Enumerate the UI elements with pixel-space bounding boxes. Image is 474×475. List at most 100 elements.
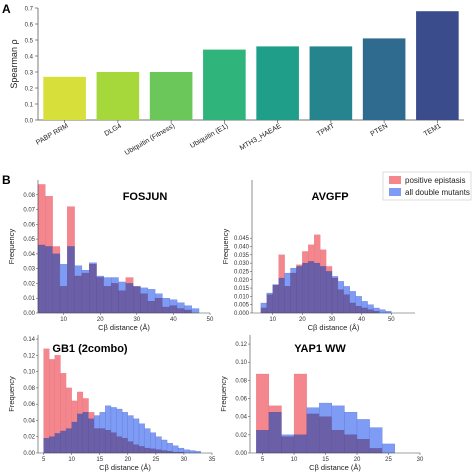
category-label: Ubiquitin (E1): [189, 123, 229, 150]
hist-bar-overlap: [344, 434, 358, 454]
hist-bar-all: [178, 447, 185, 453]
hist-bar-overlap: [45, 246, 53, 314]
hist-bar-overlap: [169, 305, 178, 314]
hist-bar-all: [337, 281, 345, 290]
hist-bar-all: [150, 432, 157, 450]
hist-bar-positive: [52, 246, 61, 255]
x-tick-label: 30: [181, 457, 188, 463]
y-axis-label: Frequency: [7, 376, 16, 412]
hist-bar-all: [319, 402, 333, 417]
hist-bar-overlap: [369, 448, 383, 454]
hist-bar-positive: [82, 398, 89, 413]
hist-bar-overlap: [331, 277, 339, 314]
y-tick-label: 0.06: [23, 222, 35, 228]
hist-bar-all: [379, 309, 386, 314]
hist-bar-overlap: [260, 307, 267, 314]
hist-bar-all: [89, 262, 97, 265]
hist-bar-all: [105, 405, 112, 431]
hist-bar-positive: [77, 391, 84, 415]
chart-title: FOSJUN: [123, 191, 168, 203]
hist-bar-positive: [314, 234, 321, 264]
y-tick-label: 0.04: [23, 252, 35, 258]
x-tick-label: 50: [207, 317, 214, 323]
hist-bar-overlap: [89, 264, 97, 314]
bar: [203, 49, 246, 120]
panel-letter-b: B: [2, 173, 11, 187]
hist-bar-all: [166, 443, 173, 452]
y-tick-label: 0.12: [235, 342, 247, 348]
bar: [96, 72, 140, 120]
y-tick-label: 0.07: [23, 208, 35, 214]
hist-bar-all: [133, 418, 140, 446]
hist-bar-positive: [302, 251, 309, 264]
y-tick-label: 0.14: [23, 337, 35, 343]
hist-bar-overlap: [65, 428, 72, 454]
x-tick-label: 20: [299, 317, 306, 323]
hist-bar-all: [266, 292, 273, 295]
x-tick-label: 40: [170, 317, 177, 323]
hist-bar-overlap: [268, 412, 282, 454]
hist-bar-positive: [296, 264, 303, 267]
y-axis-label: Frequency: [219, 376, 228, 412]
hist-bar-overlap: [77, 413, 84, 454]
hist-bar-positive: [325, 266, 333, 272]
hist-bar-overlap: [162, 306, 170, 314]
y-tick-label: 0.10: [235, 360, 247, 366]
hist-bar-overlap: [93, 428, 100, 454]
hist-bar-overlap: [184, 309, 192, 314]
x-axis-label: Cβ distance (Å): [98, 323, 150, 332]
bar: [43, 76, 86, 120]
y-tick-label: 0.030: [234, 261, 250, 267]
hist-bar-positive: [293, 373, 307, 435]
y-tick-label: 0.6: [25, 23, 34, 29]
hist-bar-all: [140, 287, 148, 294]
hist-bar-overlap: [308, 261, 315, 314]
hist-bar-all: [382, 443, 395, 454]
hist-bar-overlap: [367, 309, 374, 314]
y-tick-label: 0.08: [23, 193, 35, 199]
hist-bar-overlap: [127, 441, 134, 454]
hist-bar-all: [81, 269, 90, 274]
hist-bar-all: [284, 272, 291, 287]
hist-bar-positive: [256, 373, 270, 431]
x-tick-label: 10: [291, 457, 298, 463]
x-tick-label: 20: [354, 457, 361, 463]
hist-bar-overlap: [272, 284, 279, 314]
hist-bar-overlap: [67, 246, 75, 314]
bar: [149, 72, 193, 120]
y-axis-label: Frequency: [7, 229, 16, 265]
hist-bar-all: [96, 275, 105, 278]
chart-title: YAP1 WW: [294, 343, 346, 355]
hist-bar-overlap: [325, 271, 333, 314]
category-label: PTEN: [369, 123, 389, 138]
hist-bar-overlap: [37, 244, 46, 314]
hist-bar-overlap: [125, 283, 134, 314]
hist-bar-overlap: [356, 439, 370, 454]
x-tick-label: 30: [133, 317, 140, 323]
hist-bar-all: [356, 419, 370, 440]
hist-bar-all: [169, 299, 178, 306]
hist-bar-overlap: [60, 430, 67, 454]
hist-bar-overlap: [52, 253, 61, 314]
category-label: TPMT: [316, 122, 337, 138]
legend: positive epistasis all double mutants: [382, 171, 472, 201]
hist-bar-all: [281, 434, 295, 437]
y-axis-label: Spearman ρ: [9, 39, 19, 88]
category-label: MTH3_HAEAE: [239, 123, 283, 153]
y-tick-label: 0.05: [23, 237, 35, 243]
x-tick-label: 5: [261, 457, 265, 463]
x-tick-label: 5: [42, 457, 46, 463]
y-tick-label: 0.00: [23, 311, 35, 317]
y-tick-label: 0.010: [234, 294, 250, 300]
hist-bar-overlap: [337, 289, 345, 314]
hist-bar-overlap: [99, 428, 106, 454]
hist-bar-overlap: [71, 421, 78, 454]
hist-bar-overlap: [343, 294, 350, 314]
y-tick-label: 0.005: [234, 303, 250, 309]
hist-bar-all: [290, 267, 297, 274]
hist-bar-overlap: [59, 286, 68, 314]
hist-bar-all: [331, 405, 345, 431]
x-tick-label: 40: [358, 317, 365, 323]
y-tick-label: 0.2: [25, 87, 34, 93]
bar: [416, 11, 459, 121]
